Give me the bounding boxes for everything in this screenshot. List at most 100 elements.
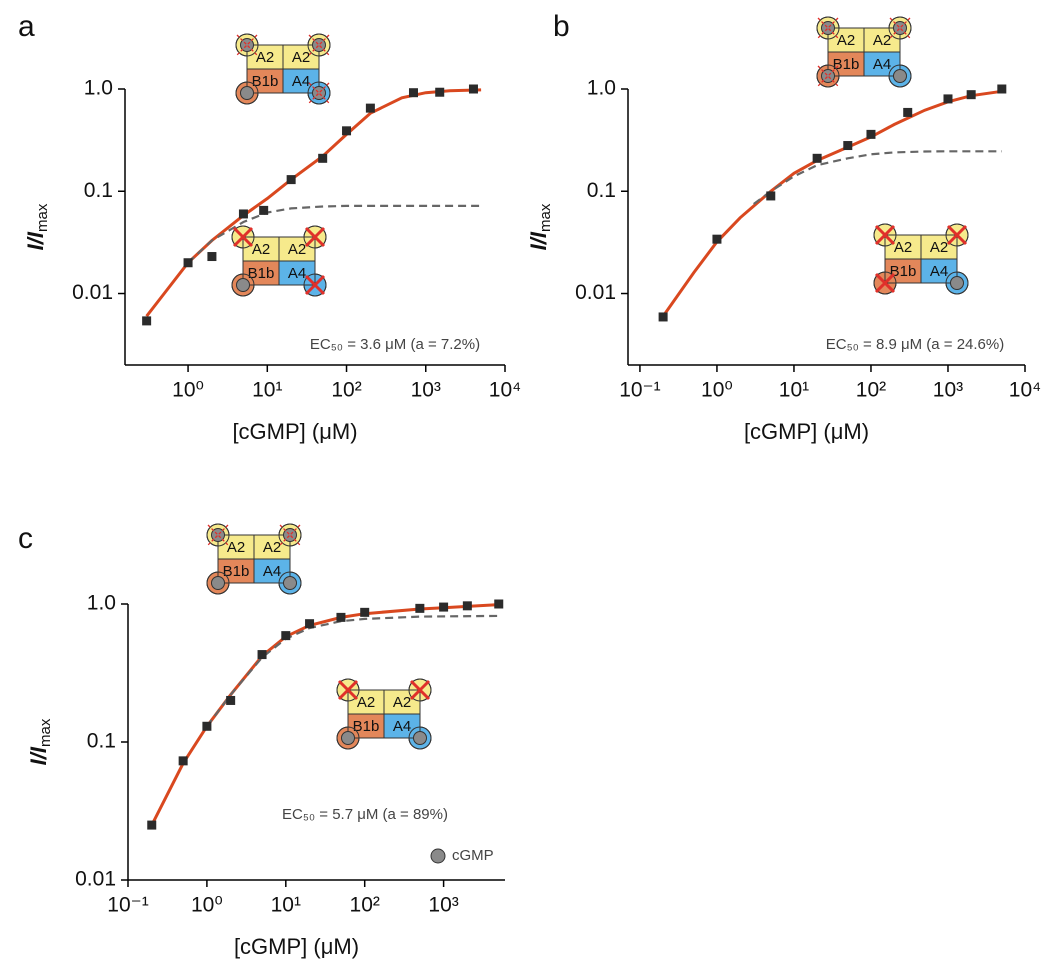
data-point (360, 607, 370, 617)
ligand (312, 86, 326, 100)
subunit-label: A2 (393, 694, 411, 711)
binding-site-rim (206, 571, 230, 595)
subunit-label: A4 (930, 263, 948, 280)
subunit (827, 27, 865, 53)
subunit (383, 713, 421, 739)
fit-curve (150, 603, 499, 826)
subunit-label: A2 (873, 32, 891, 49)
data-point (494, 599, 504, 609)
ligand (413, 731, 427, 745)
subunit-label: B1b (833, 56, 860, 73)
data-point (966, 90, 976, 100)
data-point (207, 252, 217, 262)
binding-site-rim (873, 223, 897, 247)
subunit-label: B1b (252, 73, 279, 90)
data-point (766, 191, 776, 201)
binding-site-rim (231, 225, 255, 249)
subunit (282, 44, 320, 70)
data-point (238, 209, 248, 219)
x-tick-label: 10⁻¹ (619, 379, 660, 402)
data-point (147, 820, 157, 830)
binding-site-rim (278, 523, 302, 547)
data-point (712, 234, 722, 244)
panel-label: b (553, 10, 570, 43)
subunit-label: B1b (890, 263, 917, 280)
channel-cartoon: A2 A2 B1b A4 (235, 33, 331, 105)
y-tick-label: 0.1 (84, 179, 113, 202)
x-tick-label: 10⁰ (701, 379, 733, 402)
subunit-label: A2 (292, 49, 310, 66)
data-point (336, 612, 346, 622)
block-mark (874, 272, 896, 294)
subunit-label: A2 (357, 694, 375, 711)
block-mark (946, 224, 968, 246)
chart-panel: c 10⁻¹ 10⁰ 10¹ 10² 10³ 0.01 0.1 1.0 [cGMP] (μM) I/… (18, 522, 505, 959)
binding-site-rim (307, 33, 331, 57)
data-point (202, 721, 212, 731)
x-tick-label: 10⁴ (1009, 379, 1041, 402)
y-tick-label: 0.1 (87, 730, 116, 753)
data-point (259, 205, 269, 215)
block-mark (232, 226, 254, 248)
subunit-label: A2 (263, 539, 281, 556)
data-point (281, 631, 291, 641)
binding-site-rim (888, 64, 912, 88)
subunit (246, 44, 284, 70)
y-axis-label: I/Imax (26, 718, 54, 765)
component-curve (187, 204, 482, 264)
x-axis-label: [cGMP] (μM) (232, 419, 357, 444)
data-point (365, 103, 375, 113)
subunit (253, 558, 291, 584)
chart-panel: a 10⁰ 10¹ 10² 10³ 10⁴ 0.01 0.1 1.0 [cGMP] (μM) I/I… (18, 10, 521, 444)
y-tick-label: 1.0 (87, 592, 116, 615)
ligand (211, 528, 225, 542)
data-point (843, 141, 853, 151)
x-tick-label: 10¹ (271, 894, 301, 917)
subunit-label: A2 (894, 239, 912, 256)
y-tick-label: 0.01 (72, 281, 113, 304)
subunit-label: A2 (227, 539, 245, 556)
data-point (462, 601, 472, 611)
y-label-sub: max (537, 203, 554, 232)
subunit-label: B1b (248, 265, 275, 282)
y-tick-label: 0.01 (75, 868, 116, 891)
binding-site-rim (408, 726, 432, 750)
binding-site-rim (235, 33, 259, 57)
subunit (242, 260, 280, 286)
subunit (217, 558, 255, 584)
x-tick-label: 10⁰ (172, 379, 204, 402)
subunit-label: A2 (288, 241, 306, 258)
binding-site-rim (945, 271, 969, 295)
x-tick-label: 10³ (428, 894, 458, 917)
block-mark (304, 226, 326, 248)
binding-site-rim (408, 678, 432, 702)
x-tick-label: 10⁰ (191, 894, 223, 917)
panel-label: a (18, 10, 35, 43)
ligand (821, 21, 835, 35)
data-point (658, 312, 668, 322)
binding-site-rim (336, 678, 360, 702)
data-point (318, 153, 328, 163)
x-tick-label: 10³ (933, 379, 963, 402)
data-point (903, 107, 913, 117)
subunit-label: A2 (930, 239, 948, 256)
ligand (950, 276, 964, 290)
annotation: EC₅₀ = 5.7 μM (a = 89%) (282, 806, 448, 823)
data-point (226, 695, 236, 705)
y-tick-label: 0.01 (575, 281, 616, 304)
data-point (439, 602, 449, 612)
x-axis-label: [cGMP] (μM) (234, 934, 359, 959)
x-tick-label: 10³ (411, 379, 441, 402)
binding-site-rim (278, 571, 302, 595)
binding-site-rim (816, 64, 840, 88)
y-label-main: I/I (26, 746, 51, 765)
data-point (257, 650, 267, 660)
binding-site-rim (231, 273, 255, 297)
data-point (342, 126, 352, 136)
subunit-label: A4 (292, 73, 310, 90)
ligand (312, 38, 326, 52)
data-point (812, 153, 822, 163)
y-tick-label: 0.1 (587, 179, 616, 202)
ligand (283, 576, 297, 590)
